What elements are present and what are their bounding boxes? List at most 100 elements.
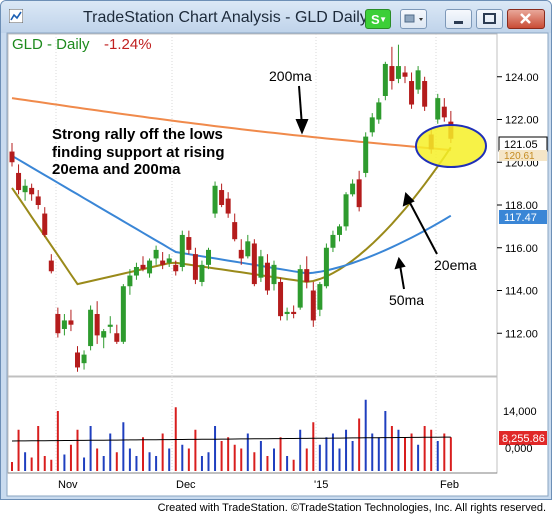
- candle-body: [199, 264, 205, 282]
- candle-body: [48, 260, 54, 272]
- candle-body: [55, 314, 61, 334]
- candle-body: [251, 243, 257, 285]
- title-bar: TradeStation Chart Analysis - GLD Daily …: [1, 1, 551, 33]
- minimize-button[interactable]: [445, 9, 472, 29]
- link-icon: [404, 14, 423, 23]
- x-tick-label: Dec: [176, 479, 196, 491]
- candle-body: [120, 286, 126, 342]
- candle-body: [9, 151, 15, 163]
- close-button[interactable]: [507, 9, 545, 29]
- maximize-icon: [483, 13, 496, 24]
- candle-body: [101, 331, 107, 338]
- percent-change-label: -1.24%: [104, 36, 152, 53]
- candle-body: [192, 254, 198, 280]
- candle-body: [402, 72, 408, 77]
- annotation-line-1: Strong rally off the lows: [52, 126, 223, 143]
- candle-body: [225, 198, 231, 214]
- y-tick-label: 124.00: [505, 72, 539, 84]
- x-tick-label: Nov: [58, 479, 78, 491]
- candle-body: [382, 63, 388, 96]
- close-icon: [520, 13, 531, 24]
- footer-copyright: Created with TradeStation. ©TradeStation…: [157, 502, 546, 514]
- candle-body: [297, 269, 303, 308]
- volume-bars: [11, 399, 452, 471]
- footer: Created with TradeStation. ©TradeStation…: [0, 499, 552, 516]
- volume-average-line: [11, 436, 451, 442]
- badge-ma50-bg: [499, 210, 547, 224]
- candle-body: [409, 81, 415, 105]
- volume-tick-14000: 14,000: [503, 406, 537, 418]
- candle-body: [389, 66, 395, 82]
- candle-body: [61, 320, 67, 329]
- candle-body: [363, 136, 369, 173]
- candle-body: [337, 226, 342, 235]
- candlesticks: [9, 44, 454, 372]
- y-tick-label: 116.00: [505, 243, 538, 255]
- candle-body: [278, 281, 284, 317]
- tradestation-app-icon[interactable]: [9, 9, 23, 23]
- x-axis-ticks: Nov Dec '15 Feb: [58, 479, 459, 491]
- label-20ema: 20ema: [434, 257, 477, 273]
- y-tick-label: 122.00: [505, 115, 539, 127]
- candle-body: [88, 309, 94, 347]
- badge-last-price: 121.05: [504, 139, 538, 151]
- ema20-line: [11, 146, 452, 286]
- x-tick-label: Feb: [440, 479, 459, 491]
- badge-ma50: 117.47: [504, 212, 537, 224]
- y-axis-ticks: 112.00114.00116.00118.00120.00122.00124.…: [497, 72, 539, 340]
- y-tick-label: 118.00: [505, 200, 538, 212]
- candle-body: [291, 311, 297, 315]
- candle-body: [422, 81, 428, 107]
- ma50-line: [11, 154, 452, 275]
- candle-body: [173, 264, 179, 272]
- price-badges: 121.05 120.61 117.47 8,255.86 14,000 0,0…: [498, 136, 548, 455]
- label-200ma: 200ma: [269, 68, 312, 84]
- candle-body: [369, 117, 375, 133]
- s-button-dropdown-icon: ▼: [379, 15, 387, 24]
- arrow-50ma-head: [394, 256, 406, 270]
- candle-body: [206, 249, 211, 265]
- link-dropdown-button[interactable]: [400, 9, 427, 29]
- candle-body: [350, 183, 356, 195]
- annotation-line-2: finding support at rising: [52, 144, 225, 161]
- candle-body: [356, 179, 362, 208]
- candle-body: [29, 187, 35, 195]
- candle-body: [16, 172, 22, 191]
- candle-body: [153, 249, 159, 259]
- maximize-button[interactable]: [476, 9, 503, 29]
- candle-body: [219, 190, 225, 205]
- candle-body: [238, 249, 244, 259]
- badge-ema20-bg: [499, 150, 547, 161]
- candle-body: [133, 266, 139, 276]
- candle-body: [160, 260, 166, 265]
- candle-body: [415, 70, 421, 90]
- volume-tick-0000: 0,000: [505, 443, 533, 455]
- candle-body: [395, 66, 401, 79]
- annotation-line-3: 20ema and 200ma: [52, 161, 181, 178]
- y-tick-label: 112.00: [505, 328, 538, 340]
- annotation-arrows: [295, 85, 438, 290]
- candle-body: [147, 260, 153, 274]
- arrow-20ema: [408, 200, 438, 255]
- candle-body: [212, 185, 218, 214]
- y-tick-label: 114.00: [505, 286, 538, 298]
- candle-body: [304, 269, 310, 282]
- candle-body: [166, 258, 172, 263]
- strategy-s-button[interactable]: S ▼: [365, 9, 391, 29]
- candle-body: [330, 234, 336, 248]
- candle-body: [42, 213, 48, 235]
- candle-body: [186, 237, 192, 250]
- badge-volume-bg: [499, 431, 547, 445]
- label-50ma: 50ma: [389, 292, 424, 308]
- candle-body: [271, 264, 277, 285]
- badge-ema20: 120.61: [504, 151, 535, 162]
- candle-body: [81, 354, 87, 364]
- candle-body: [179, 234, 185, 267]
- candle-body: [35, 196, 41, 205]
- candle-body: [317, 284, 323, 310]
- arrow-20ema-head: [402, 191, 415, 207]
- candle-body: [284, 311, 290, 315]
- badge-volume: 8,255.86: [502, 433, 545, 445]
- candle-body: [258, 256, 264, 278]
